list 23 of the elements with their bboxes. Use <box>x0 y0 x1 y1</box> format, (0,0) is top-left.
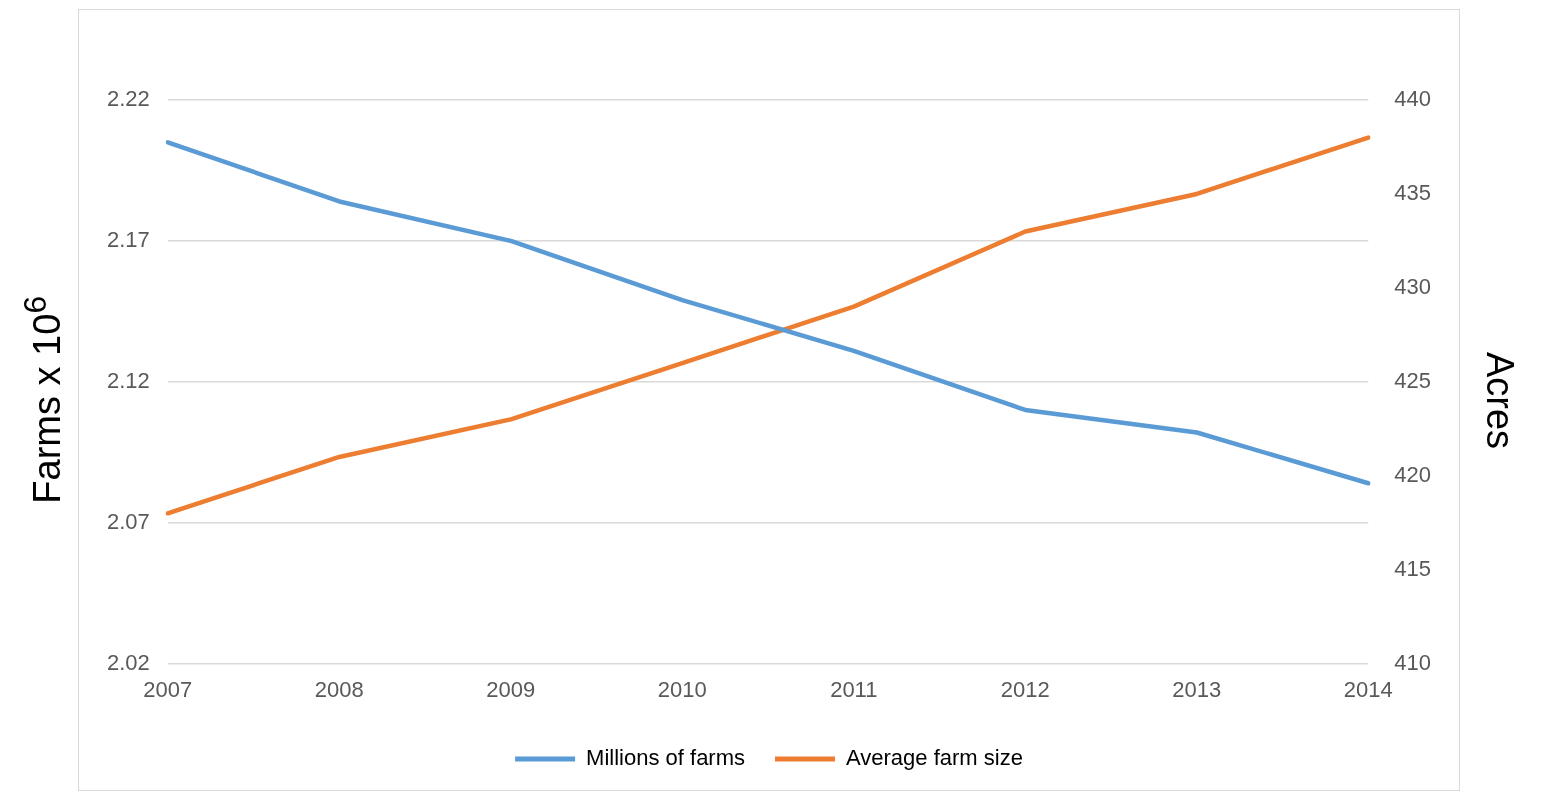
y2-tick-label: 420 <box>1394 461 1432 487</box>
x-tick-label: 2009 <box>486 676 536 702</box>
y2-tick-label: 410 <box>1394 649 1432 675</box>
legend-label: Millions of farms <box>586 745 746 771</box>
y2-tick-label: 435 <box>1394 180 1432 205</box>
x-tick-label: 2008 <box>314 676 364 702</box>
x-tick-label: 2007 <box>143 676 193 702</box>
y-tick-label: 2.12 <box>106 367 150 393</box>
x-tick-label: 2011 <box>830 676 878 702</box>
legend-label: Average farm size <box>846 745 1023 771</box>
y2-tick-label: 440 <box>1394 86 1432 112</box>
x-tick-label: 2010 <box>657 676 707 702</box>
y-tick-label: 2.17 <box>106 226 150 252</box>
y-tick-label: 2.22 <box>106 86 150 112</box>
y2-tick-label: 415 <box>1394 555 1432 581</box>
x-tick-label: 2014 <box>1343 676 1393 702</box>
x-tick-label: 2012 <box>1000 676 1050 702</box>
x-tick-label: 2013 <box>1172 676 1222 702</box>
y2-axis-title: Acres <box>1478 351 1522 449</box>
y-tick-label: 2.02 <box>106 649 150 675</box>
y2-tick-label: 430 <box>1394 273 1432 299</box>
y2-tick-label: 425 <box>1394 367 1432 393</box>
y-tick-label: 2.07 <box>106 508 150 534</box>
